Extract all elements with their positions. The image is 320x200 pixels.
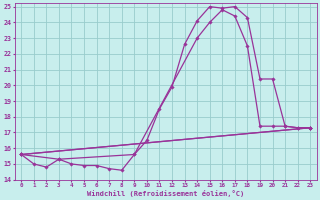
X-axis label: Windchill (Refroidissement éolien,°C): Windchill (Refroidissement éolien,°C)	[87, 190, 244, 197]
